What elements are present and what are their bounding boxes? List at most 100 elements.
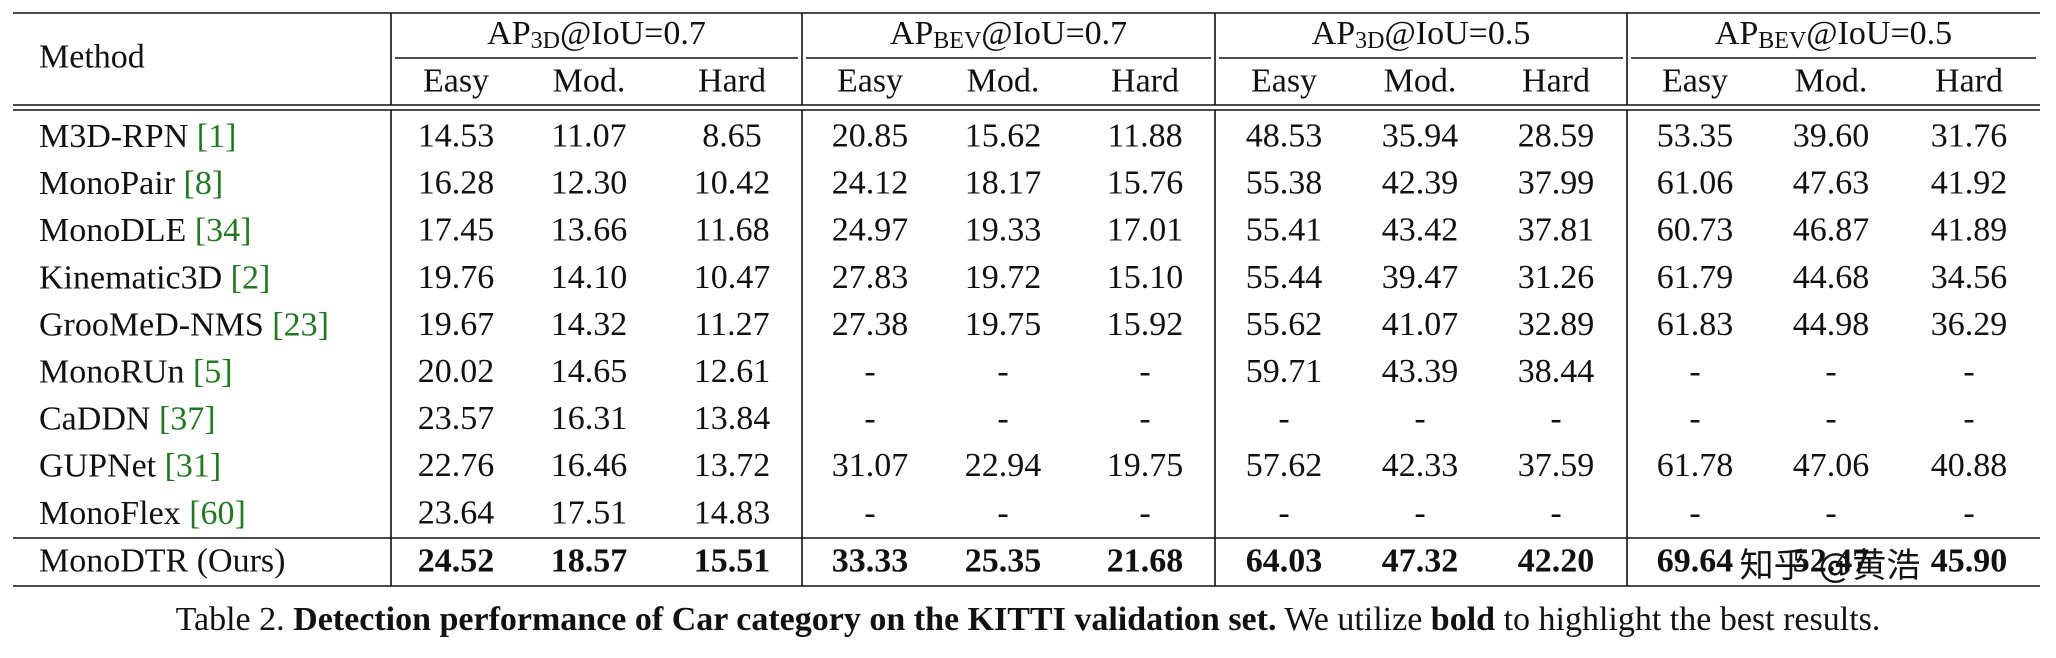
cell-best: 15.51 xyxy=(694,543,771,580)
cell: 14.53 xyxy=(418,118,495,155)
cell: 19.33 xyxy=(965,212,1042,249)
cell: - xyxy=(1278,400,1289,437)
caption: Table 2. Detection performance of Car ca… xyxy=(176,601,1881,638)
cell: 15.76 xyxy=(1107,165,1184,202)
method-name: Kinematic3D [2] xyxy=(39,259,270,296)
cell: 55.38 xyxy=(1246,165,1323,202)
cell: 61.83 xyxy=(1657,306,1734,343)
name: GUPNet xyxy=(39,447,157,484)
cell: - xyxy=(1550,494,1561,531)
cell: 41.07 xyxy=(1382,306,1459,343)
ap: AP xyxy=(1715,15,1758,52)
cell: 34.56 xyxy=(1931,259,2008,296)
cell: 43.39 xyxy=(1382,353,1459,390)
cell: 42.33 xyxy=(1382,447,1459,484)
ap: AP xyxy=(487,15,530,52)
cell: 12.61 xyxy=(694,353,771,390)
citation: [5] xyxy=(193,353,233,390)
group-header: APBEV@IoU=0.7 xyxy=(890,15,1127,55)
cell: 13.84 xyxy=(694,400,771,437)
caption-label: Table 2. xyxy=(176,601,285,638)
cell-best: 18.57 xyxy=(551,543,628,580)
cell: - xyxy=(1963,494,1974,531)
cell: - xyxy=(1689,400,1700,437)
cell: 44.98 xyxy=(1793,306,1870,343)
cell: 22.76 xyxy=(418,447,495,484)
cell: 22.94 xyxy=(965,447,1042,484)
cell-best: 42.20 xyxy=(1518,543,1595,580)
ap: AP xyxy=(890,15,933,52)
cell: 10.47 xyxy=(694,259,771,296)
iou: @IoU=0.7 xyxy=(981,15,1127,52)
cell: 15.92 xyxy=(1107,306,1184,343)
cell: 57.62 xyxy=(1246,447,1323,484)
cell: 23.57 xyxy=(418,400,495,437)
subheader: Easy xyxy=(423,63,489,100)
cell: 19.67 xyxy=(418,306,495,343)
cell: 39.47 xyxy=(1382,259,1459,296)
cell: - xyxy=(997,400,1008,437)
citation: [2] xyxy=(231,259,271,296)
cell: 11.27 xyxy=(694,306,769,343)
cell: 11.07 xyxy=(551,118,626,155)
group-header: APBEV@IoU=0.5 xyxy=(1715,15,1952,55)
name: CaDDN xyxy=(39,400,150,437)
cell: 14.83 xyxy=(694,494,771,531)
cell: 12.30 xyxy=(551,165,628,202)
cell: 41.89 xyxy=(1931,212,2008,249)
cell: 15.62 xyxy=(965,118,1042,155)
cell-best: 45.90 xyxy=(1931,543,2008,580)
cell: 24.12 xyxy=(832,165,909,202)
cell: 61.79 xyxy=(1657,259,1734,296)
cell: - xyxy=(997,494,1008,531)
method-name: MonoFlex [60] xyxy=(39,494,246,531)
cell: - xyxy=(1825,494,1836,531)
cell: - xyxy=(864,400,875,437)
cell: - xyxy=(1825,353,1836,390)
method-name: GrooMeD-NMS [23] xyxy=(39,306,329,343)
name: GrooMeD-NMS xyxy=(39,306,264,343)
cell: 11.88 xyxy=(1107,118,1182,155)
cell: 55.62 xyxy=(1246,306,1323,343)
cell: 36.29 xyxy=(1931,306,2008,343)
subscript: 3D xyxy=(1355,28,1384,54)
cell: 16.31 xyxy=(551,400,628,437)
iou: @IoU=0.5 xyxy=(1384,15,1530,52)
cell: - xyxy=(1689,353,1700,390)
cell-best: 24.52 xyxy=(418,543,495,580)
cell: 19.75 xyxy=(1107,447,1184,484)
cell: 37.81 xyxy=(1518,212,1595,249)
cell: - xyxy=(1414,494,1425,531)
cell: 61.78 xyxy=(1657,447,1734,484)
cell: 53.35 xyxy=(1657,118,1734,155)
citation: [34] xyxy=(195,212,252,249)
method-name: MonoRUn [5] xyxy=(39,353,233,390)
subscript: BEV xyxy=(1758,28,1807,54)
cell: 15.10 xyxy=(1107,259,1184,296)
cell: 27.38 xyxy=(832,306,909,343)
cell: 61.06 xyxy=(1657,165,1734,202)
subheader: Mod. xyxy=(1795,63,1868,100)
cell: 20.02 xyxy=(418,353,495,390)
name: M3D-RPN xyxy=(39,118,188,155)
cell: 47.06 xyxy=(1793,447,1870,484)
cell: 16.46 xyxy=(551,447,628,484)
cell: 14.32 xyxy=(551,306,628,343)
cell: 35.94 xyxy=(1382,118,1459,155)
cell: - xyxy=(864,353,875,390)
cell: - xyxy=(1963,400,1974,437)
cell-best: 25.35 xyxy=(965,543,1042,580)
method-header: Method xyxy=(39,39,145,76)
cell: - xyxy=(1139,400,1150,437)
subheader: Hard xyxy=(698,63,766,100)
citation: [60] xyxy=(189,494,246,531)
cell: - xyxy=(1550,400,1561,437)
cell: 19.75 xyxy=(965,306,1042,343)
cell: - xyxy=(1825,400,1836,437)
watermark: 知乎 @黄浩 xyxy=(1740,546,1921,586)
cell: 31.26 xyxy=(1518,259,1595,296)
cell: 28.59 xyxy=(1518,118,1595,155)
citation: [23] xyxy=(272,306,329,343)
cell-best: 52.47 xyxy=(1793,543,1870,580)
